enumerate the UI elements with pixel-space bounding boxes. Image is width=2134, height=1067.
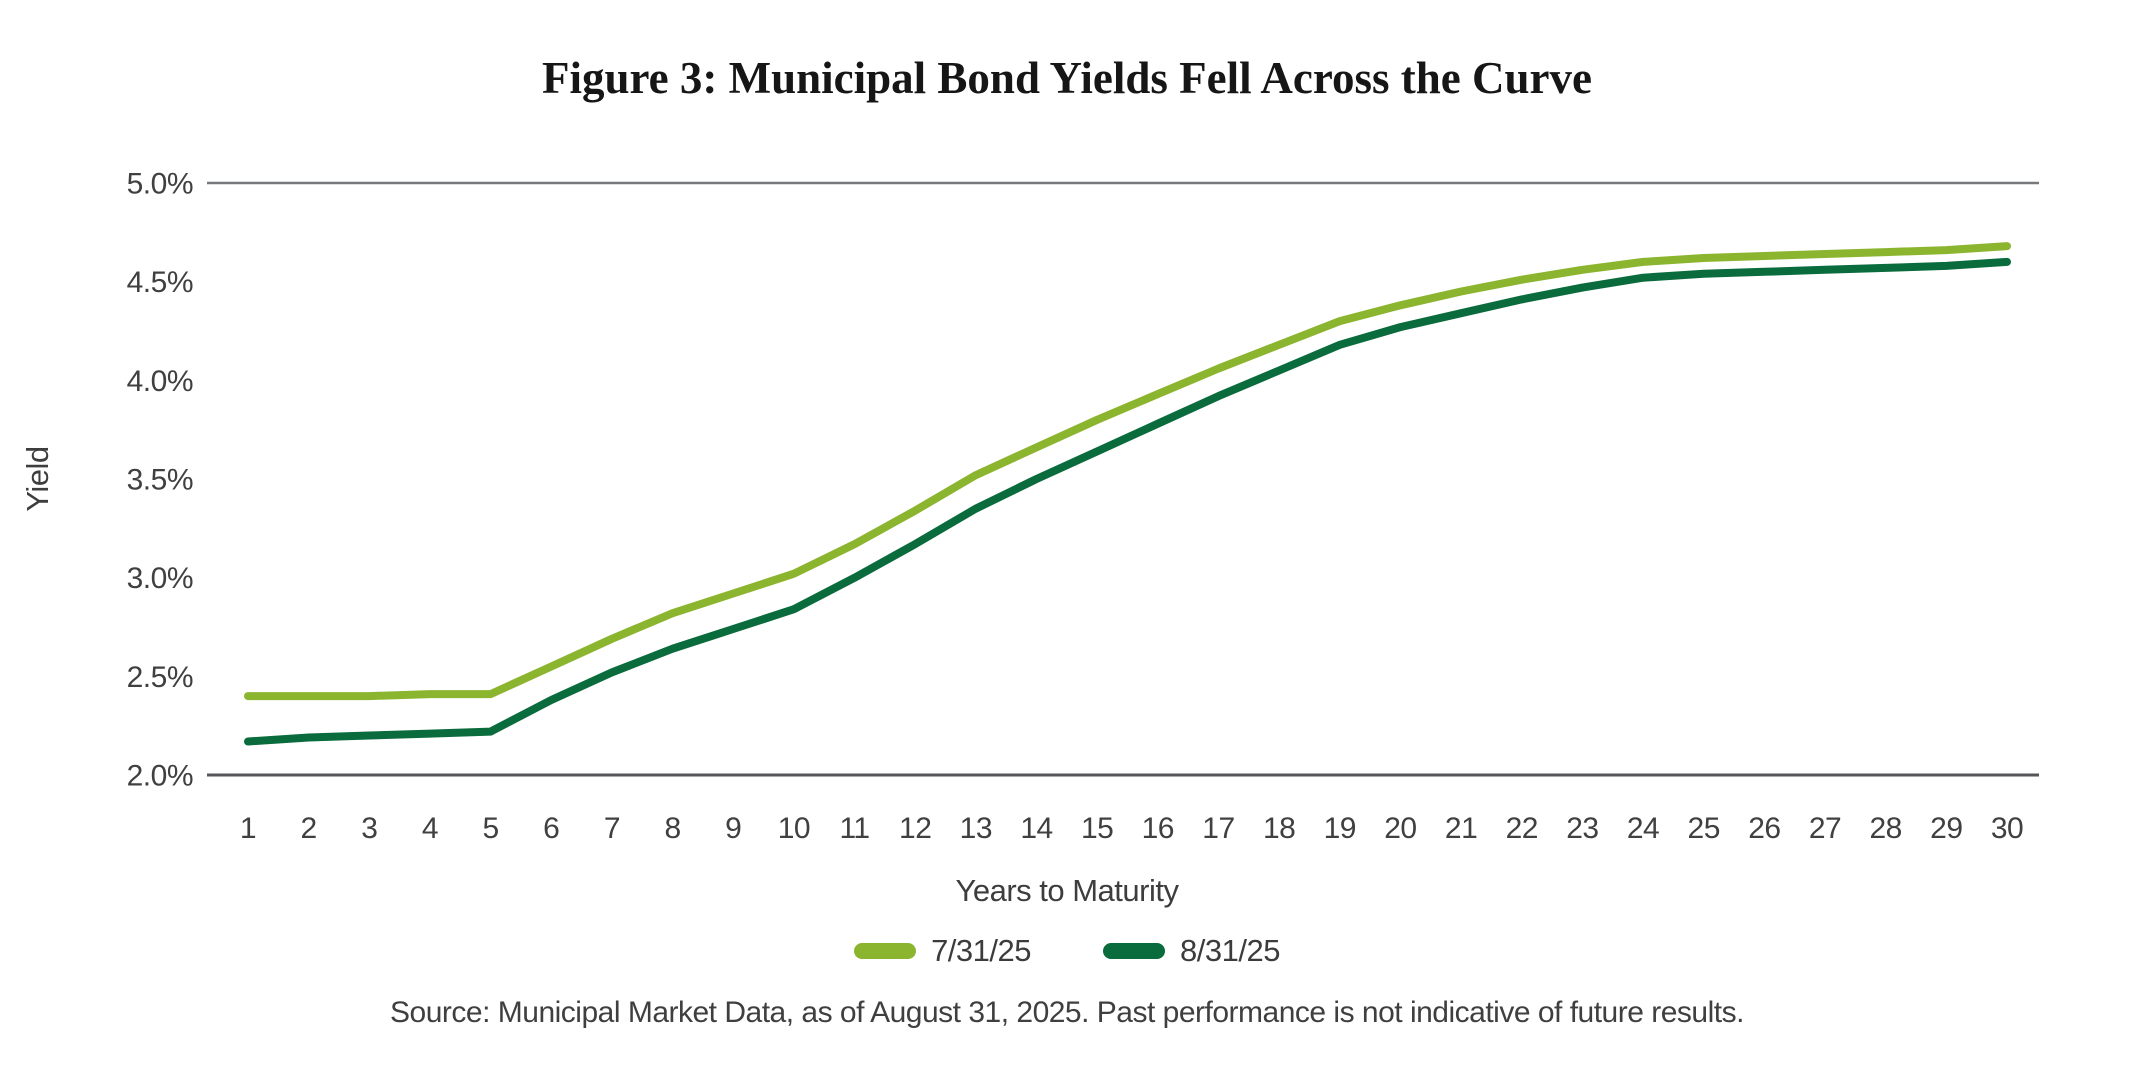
x-tick-label: 2: [301, 812, 317, 845]
x-tick-label: 4: [422, 812, 438, 845]
y-tick-label: 4.5%: [127, 266, 193, 299]
source-note: Source: Municipal Market Data, as of Aug…: [390, 996, 1744, 1029]
x-tick-label: 23: [1566, 812, 1598, 845]
y-tick-label: 2.5%: [127, 661, 193, 694]
legend-swatch-series2-icon: [1103, 943, 1165, 959]
x-tick-label: 19: [1324, 812, 1356, 845]
x-tick-label: 17: [1202, 812, 1234, 845]
y-tick-label: 5.0%: [127, 168, 193, 201]
x-tick-label: 25: [1688, 812, 1720, 845]
x-tick-label: 29: [1930, 812, 1962, 845]
x-tick-label: 27: [1809, 812, 1841, 845]
x-tick-label: 26: [1748, 812, 1780, 845]
y-tick-label: 3.0%: [127, 562, 193, 595]
legend-swatch-series1-icon: [854, 943, 917, 959]
y-axis-title: Yield: [20, 446, 55, 511]
x-tick-label: 30: [1991, 812, 2023, 845]
y-tick-label: 4.0%: [127, 365, 193, 398]
x-tick-label: 10: [778, 812, 810, 845]
x-tick-label: 8: [664, 812, 680, 845]
x-tick-label: 1: [240, 812, 256, 845]
x-tick-label: 9: [725, 812, 741, 845]
x-tick-label: 11: [839, 812, 869, 845]
x-tick-label: 18: [1263, 812, 1295, 845]
legend-item-series2: 8/31/25: [1103, 933, 1280, 969]
x-tick-label: 12: [899, 812, 931, 845]
x-tick-label: 15: [1081, 812, 1113, 845]
x-axis-title: Years to Maturity: [956, 873, 1180, 908]
series-line-8/31/25: [244, 257, 2011, 746]
legend-label-series2: 8/31/25: [1180, 933, 1280, 968]
x-tick-label: 6: [543, 812, 559, 845]
x-tick-label: 24: [1627, 812, 1659, 845]
x-tick-label: 28: [1870, 812, 1902, 845]
x-tick-label: 21: [1445, 812, 1477, 845]
x-tick-label: 14: [1020, 812, 1052, 845]
legend-label-series1: 7/31/25: [931, 933, 1031, 968]
y-tick-label: 2.0%: [127, 760, 193, 793]
legend: 7/31/25 8/31/25: [0, 933, 2134, 969]
x-tick-label: 7: [604, 812, 620, 845]
x-tick-label: 20: [1384, 812, 1416, 845]
y-tick-label: 3.5%: [127, 464, 193, 497]
x-tick-label: 5: [483, 812, 499, 845]
x-tick-label: 13: [960, 812, 992, 845]
series-line-7/31/25: [244, 242, 2011, 701]
chart-title: Figure 3: Municipal Bond Yields Fell Acr…: [541, 53, 1592, 103]
legend-item-series1: 7/31/25: [854, 933, 1031, 969]
x-tick-label: 3: [361, 812, 377, 845]
x-tick-label: 16: [1142, 812, 1174, 845]
x-tick-label: 22: [1506, 812, 1538, 845]
